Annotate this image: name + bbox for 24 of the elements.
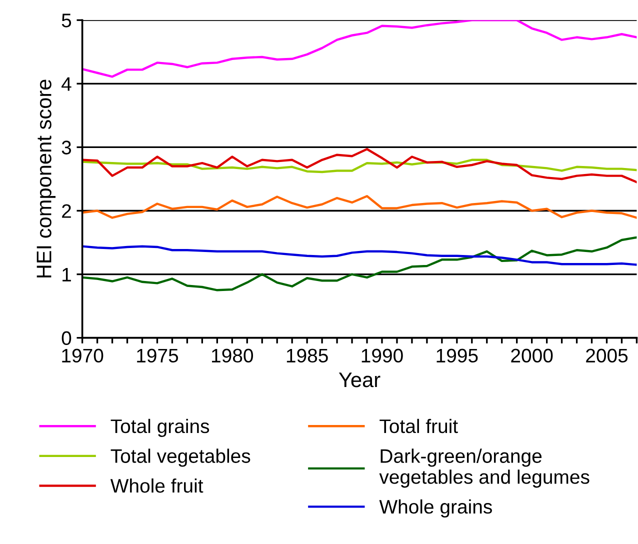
x-tick-label: 1975	[137, 348, 178, 363]
y-tick-label: 4	[62, 77, 72, 91]
legend-label: Dark-green/orange vegetables and legumes	[379, 448, 590, 488]
x-tick-label: 2000	[511, 348, 553, 363]
line-series	[82, 158, 637, 174]
x-tick-label: 1980	[212, 348, 254, 363]
x-tick-label: 1990	[362, 348, 403, 363]
legend-label: Whole fruit	[110, 478, 204, 493]
x-tick-label: 1995	[436, 348, 478, 363]
x-tick-label: 2005	[586, 348, 628, 363]
y-tick-label: 0	[62, 331, 72, 346]
y-tick-label: 5	[62, 14, 72, 28]
legend-label: Total grains	[110, 418, 210, 437]
y-tick-label: 3	[62, 140, 72, 154]
y-tick-label: 1	[62, 268, 71, 282]
legend-label: Whole grains	[379, 499, 492, 518]
legend-label: Total fruit	[380, 418, 458, 434]
x-axis-title: Year	[338, 372, 380, 388]
x-tick-label: 1985	[286, 348, 328, 363]
y-axis-title: HEI component score	[36, 80, 56, 278]
legend-label: Total vegetables	[110, 448, 250, 467]
x-tick-label: 1970	[62, 348, 104, 363]
line-series	[82, 245, 637, 266]
y-tick-label: 2	[62, 204, 71, 218]
